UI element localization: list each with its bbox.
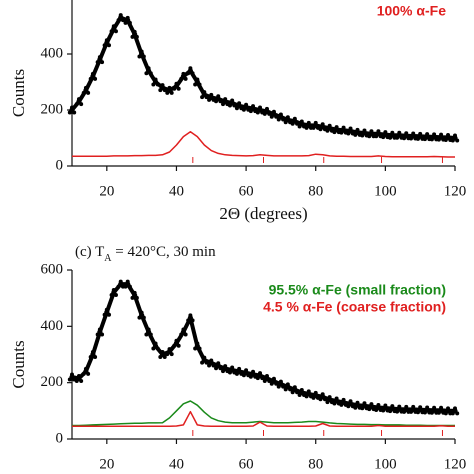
y-tick-label: 200 <box>41 101 64 117</box>
x-tick-label: 60 <box>239 456 254 472</box>
x-tick-label: 80 <box>308 183 323 199</box>
y-tick-label: 200 <box>41 374 64 390</box>
legend-entry: 95.5% α-Fe (small fraction) <box>269 282 446 298</box>
data-point-halo <box>455 138 460 143</box>
experimental-data <box>67 13 460 143</box>
experimental-trace <box>70 15 456 140</box>
title-part: (c) T <box>75 244 104 260</box>
data-point-halo <box>67 377 72 382</box>
x-tick-label: 100 <box>374 456 397 472</box>
x-tick-label: 80 <box>308 456 323 472</box>
x-tick-label: 120 <box>444 456 467 472</box>
y-axis-label: Counts <box>9 340 28 388</box>
x-tick-label: 20 <box>99 456 114 472</box>
data-point-halo <box>72 110 77 115</box>
fit-line <box>72 400 455 427</box>
y-tick-label: 600 <box>41 261 64 277</box>
x-tick-label: 20 <box>99 183 114 199</box>
data-point-halo <box>67 110 72 115</box>
y-tick-label: 0 <box>56 430 64 446</box>
y-tick-label: 0 <box>56 157 64 173</box>
data-point-halo <box>455 411 460 416</box>
title-part: A <box>104 253 112 264</box>
fit-line <box>72 410 455 428</box>
fit-line <box>72 131 455 158</box>
title-part: = 420°C, 30 min <box>112 244 217 260</box>
x-tick-label: 100 <box>374 183 397 199</box>
x-axis-label: 2Θ (degrees) <box>219 204 307 223</box>
x-tick-label: 60 <box>239 183 254 199</box>
y-tick-label: 400 <box>41 45 64 61</box>
x-tick-label: 40 <box>169 456 184 472</box>
panel-title: (c) TA = 420°C, 30 min <box>75 244 216 263</box>
legend-entry: 4.5 % α-Fe (coarse fraction) <box>263 299 446 315</box>
x-tick-label: 120 <box>444 183 467 199</box>
x-tick-label: 40 <box>169 183 184 199</box>
y-tick-label: 400 <box>41 318 64 334</box>
legend-entry: 100% α-Fe <box>377 3 447 19</box>
experimental-trace <box>71 282 455 413</box>
y-axis-label: Counts <box>9 69 28 117</box>
